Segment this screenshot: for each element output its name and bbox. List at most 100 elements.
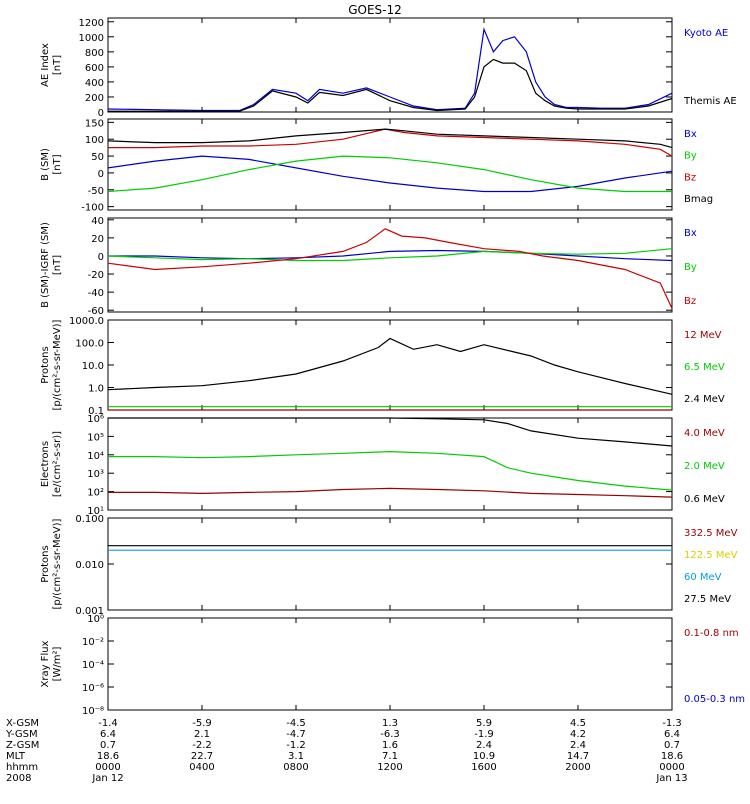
legend-entry: 2.4 MeV [684, 394, 725, 405]
axis-tick-value: 0.7 [664, 740, 680, 751]
y-tick-label: 0 [98, 252, 104, 263]
y-tick-label: 50 [91, 152, 104, 163]
axis-tick-value: 4.5 [570, 718, 586, 729]
axis-tick-value: 0800 [283, 762, 308, 773]
panel-frame [107, 617, 673, 711]
axis-tick-value: 4.2 [570, 729, 586, 740]
legend-entry: 2.0 MeV [684, 461, 725, 472]
series-line-kyoto-ae [107, 27, 673, 112]
axis-tick-value: 0.7 [100, 740, 116, 751]
series-line-bz [107, 228, 673, 309]
y-axis-label: Protons [40, 545, 51, 582]
axis-tick-value: 14.7 [567, 751, 589, 762]
y-axis-label: [nT] [52, 255, 63, 275]
axis-tick-value: 6.4 [664, 729, 680, 740]
series-line-bz [108, 128, 673, 157]
y-tick-label: 10⁻⁸ [82, 706, 104, 717]
y-tick-label: 0 [98, 108, 104, 119]
axis-tick-value: Jan 12 [91, 773, 123, 784]
y-tick-label: -100 [81, 203, 104, 214]
axis-tick-value: 0000 [95, 762, 120, 773]
series-line-by [107, 248, 673, 262]
legend-entry: 12 MeV [684, 330, 722, 341]
axis-tick-value: 1200 [377, 762, 402, 773]
y-tick-label: 1000 [79, 33, 104, 44]
axis-tick-value: -1.4 [98, 718, 118, 729]
y-axis-label: [p/(cm²-s-sr-MeV)] [52, 319, 63, 410]
y-tick-label: 10⁻² [82, 637, 104, 648]
axis-tick-value: 22.7 [191, 751, 213, 762]
legend-entry: 4.0 MeV [684, 428, 725, 439]
legend-entry: Bx [684, 228, 697, 239]
y-tick-label: 0.010 [75, 560, 104, 571]
y-tick-label: 0.001 [75, 606, 104, 617]
y-axis-label: Protons [40, 346, 51, 383]
y-tick-label: 1.0 [88, 384, 104, 395]
series-line-by [107, 155, 672, 193]
axis-row-label: Z-GSM [6, 740, 39, 751]
x-axis-table: X-GSMY-GSMZ-GSMMLThhmm2008-1.46.40.718.6… [5, 718, 688, 784]
y-tick-label: 400 [85, 78, 104, 89]
series-line-bx [107, 155, 673, 193]
y-tick-label: -60 [88, 306, 104, 317]
y-tick-label: 200 [85, 93, 104, 104]
y-axis-label: [nT] [52, 154, 63, 174]
axis-tick-value: 6.4 [100, 729, 116, 740]
axis-tick-value: -1.2 [286, 740, 306, 751]
panel-xray: 10⁻⁸ 10⁻⁶ 10⁻⁴ 10⁻² 10⁰ Xray Flux [W/m²] 0.1-0.… [40, 614, 745, 717]
axis-tick-value: -1.3 [662, 718, 682, 729]
legend-entry: 60 MeV [684, 572, 722, 583]
y-tick-label: 150 [85, 118, 104, 129]
y-axis-label: AE Index [40, 43, 51, 87]
axis-tick-value: 10.9 [473, 751, 495, 762]
panel-frame [107, 417, 673, 511]
plot-title: GOES-12 [348, 3, 402, 17]
axis-tick-value: -6.3 [380, 729, 400, 740]
y-tick-label: 10⁴ [87, 451, 104, 462]
y-tick-label: 10⁻⁴ [82, 660, 104, 671]
legend-entry: 332.5 MeV [684, 528, 738, 539]
y-tick-label: 1200 [79, 18, 104, 29]
axis-tick-value: 2.4 [570, 740, 586, 751]
series-line-0-6-mev [108, 417, 673, 447]
y-tick-label: 10² [87, 488, 104, 499]
y-tick-label: 10³ [87, 469, 104, 480]
y-axis-label: [nT] [52, 55, 63, 75]
series-line-2-0-mev [108, 450, 673, 491]
axis-row-label: hhmm [6, 762, 38, 773]
y-tick-label: 600 [85, 63, 104, 74]
panel-frame [107, 217, 673, 313]
legend-entry: Kyoto AE [684, 28, 728, 39]
axis-tick-value: 1.6 [382, 740, 398, 751]
legend-entry: Bmag [684, 194, 713, 205]
y-tick-label: -40 [88, 288, 104, 299]
axis-tick-value: 1.3 [382, 718, 398, 729]
legend-entry: By [684, 151, 697, 162]
axis-tick-value: 0400 [189, 762, 214, 773]
legend-entry: Bz [684, 172, 696, 183]
axis-tick-value: 18.6 [97, 751, 119, 762]
y-tick-label: 0.100 [75, 514, 104, 525]
y-tick-label: -50 [88, 186, 104, 197]
y-tick-label: 10⁰ [87, 614, 104, 625]
legend-entry: 0.6 MeV [684, 494, 725, 505]
y-axis-label: [W/m²] [52, 646, 63, 681]
legend-entry: 0.05-0.3 nm [684, 694, 745, 705]
axis-row-label: 2008 [6, 773, 31, 784]
axis-tick-value: 5.9 [476, 718, 492, 729]
series-line-4-0-mev [108, 487, 673, 498]
y-tick-label: 1000.0 [69, 316, 104, 327]
legend-entry: By [684, 262, 697, 273]
axis-tick-value: -1.9 [474, 729, 494, 740]
legend-entry: 6.5 MeV [684, 362, 725, 373]
panel-protons: 0.1 1.0 10.0 100.0 1000.0 Protons [p/(cm²-s-sr… [40, 316, 725, 417]
y-tick-label: 10⁻⁶ [82, 683, 104, 694]
legend-entry: Themis AE [683, 96, 737, 107]
axis-tick-value: 2.1 [194, 729, 210, 740]
axis-tick-value: 2000 [565, 762, 590, 773]
y-tick-label: -20 [88, 270, 104, 281]
legend-entry: 122.5 MeV [684, 550, 738, 561]
